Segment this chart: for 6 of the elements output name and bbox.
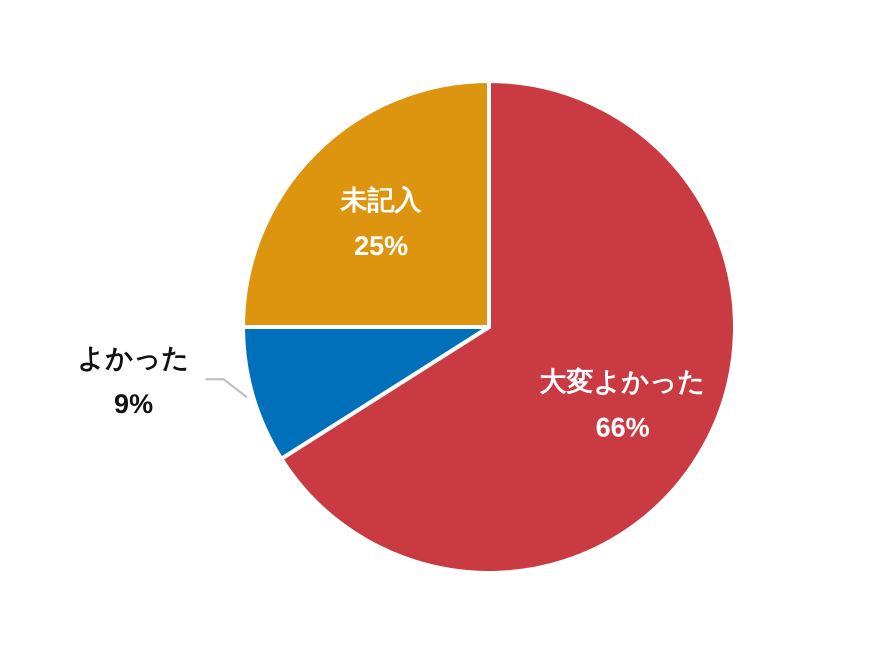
data-label: 9% [114,389,154,420]
slice-label: 未記入 [340,185,423,216]
data-label: 25% [354,231,408,262]
slice-label: よかった [78,343,190,374]
slice-label: 大変よかった [540,366,706,398]
data-label: 66% [596,412,650,442]
